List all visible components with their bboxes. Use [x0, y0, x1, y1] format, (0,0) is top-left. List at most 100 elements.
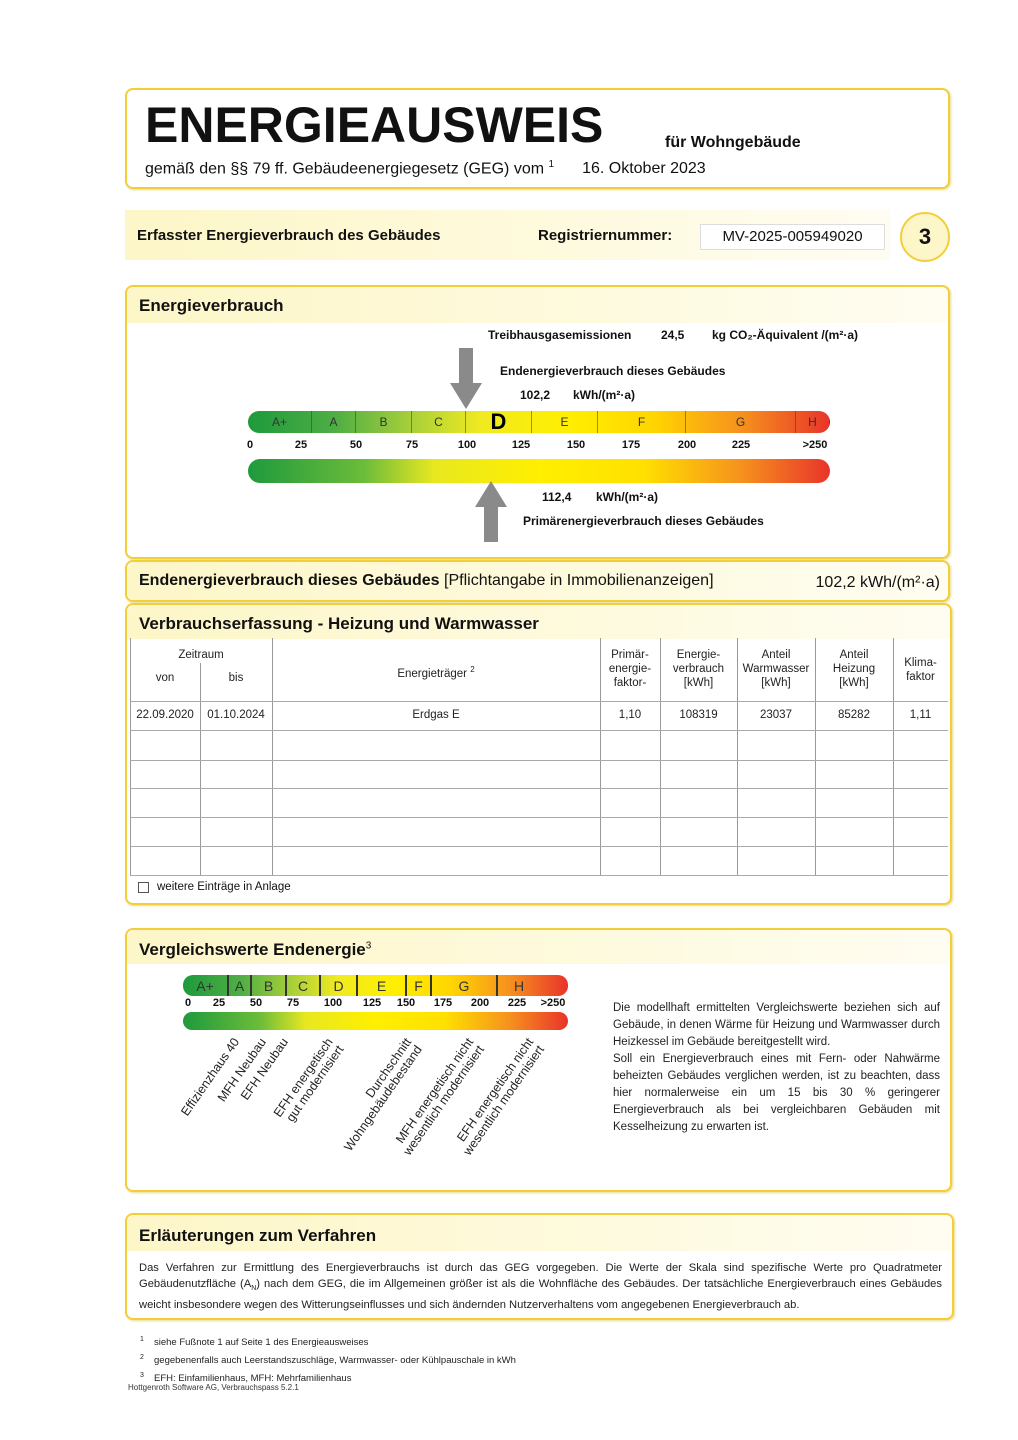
document-subtitle: für Wohngebäude — [665, 134, 801, 151]
energy-class-scale: A+ A B C D E F G H — [248, 411, 830, 433]
footnote: 2 gegebenenfalls auch Leerstandszuschläge… — [140, 1350, 516, 1368]
more-entries-checkbox[interactable] — [138, 882, 149, 893]
comparison-class-G: G — [432, 975, 498, 996]
explanation-text: Das Verfahren zur Ermittlung des Energie… — [139, 1260, 942, 1313]
table-cell: 108319 — [679, 709, 718, 721]
header-energietraeger: Energieträger 2 — [272, 663, 600, 681]
comparison-tick: 50 — [249, 997, 263, 1009]
comparison-class-A: A — [229, 975, 252, 996]
scale-tick: 125 — [511, 439, 531, 451]
energy-class-A+: A+ — [248, 411, 312, 433]
header-klimafaktor: Klima- faktor — [904, 657, 937, 683]
table-row-divider — [130, 875, 948, 876]
law-date: 16. Oktober 2023 — [582, 160, 706, 178]
table-row-divider — [130, 846, 948, 847]
scale-tick: 100 — [457, 439, 477, 451]
table-column-divider — [815, 638, 816, 875]
table-column-divider — [130, 638, 131, 875]
panel-header — [127, 605, 950, 639]
energy-class-F: F — [598, 411, 686, 433]
footnote-number: 1 — [140, 1336, 144, 1343]
table-cell: 1,11 — [909, 709, 932, 721]
header-warmwasser: Anteil Warmwasser [kWh] — [742, 649, 810, 689]
header-bis: bis — [228, 672, 244, 684]
energy-class-C: C — [412, 411, 466, 433]
ghg-label: Treibhausgasemissionen — [488, 328, 632, 342]
table-column-divider — [660, 638, 661, 875]
comparison-tick: 25 — [212, 997, 226, 1009]
comparison-scale-ticks: 0 25 50 75 100 125 150 175 200 225 >250 — [0, 997, 1018, 1011]
comparison-class-B: B — [252, 975, 287, 996]
panel-header — [127, 287, 948, 323]
primary-energy-arrow-icon — [484, 506, 498, 542]
footnote-text: siehe Fußnote 1 auf Seite 1 des Energiea… — [154, 1337, 369, 1349]
table-row-divider — [130, 730, 948, 731]
table-column-divider — [893, 638, 894, 875]
ghg-unit: kg CO₂-Äquivalent /(m²·a) — [712, 328, 859, 342]
page-number-badge: 3 — [900, 212, 950, 262]
scale-tick: 225 — [731, 439, 751, 451]
strip-label: Endenergieverbrauch dieses Gebäudes — [139, 572, 440, 589]
header-zeitraum: Zeitraum — [178, 649, 224, 661]
end-energy-arrowhead-icon — [450, 383, 482, 409]
law-reference: gemäß den §§ 79 ff. Gebäudeenergiegesetz… — [145, 159, 706, 178]
end-energy-strip-label: Endenergieverbrauch dieses Gebäudes [Pfl… — [139, 572, 714, 590]
table-cell: 85282 — [838, 709, 870, 721]
explanation-text-a: Das Verfahren zur Ermittlung des Energie… — [139, 1262, 942, 1290]
energy-class-E: E — [532, 411, 598, 433]
panel-header — [127, 1215, 952, 1251]
panel-title: Erläuterungen zum Verfahren — [139, 1226, 377, 1245]
panel-title: Energieverbrauch — [139, 296, 284, 315]
header-verbrauch: Energie- verbrauch [kWh] — [672, 649, 725, 689]
header-energietraeger-text: Energieträger — [397, 667, 468, 680]
panel-title-text: Vergleichswerte Endenergie — [139, 940, 366, 959]
comparison-panel: Vergleichswerte Endenergie3 — [125, 928, 952, 1192]
comparison-tick: 75 — [286, 997, 300, 1009]
comparison-class-F: F — [407, 975, 432, 996]
section-label: Erfasster Energieverbrauch des Gebäudes — [137, 227, 441, 244]
software-credit: Hottgenroth Software AG, Verbrauchspass … — [128, 1383, 299, 1392]
ghg-value: 24,5 — [661, 328, 685, 342]
footnote-text: EFH: Einfamilienhaus, MFH: Mehrfamilienh… — [154, 1373, 352, 1385]
section-bar: Erfasster Energieverbrauch des Gebäudes … — [125, 210, 890, 260]
comparison-gradient — [183, 1012, 568, 1030]
footnote-ref: 1 — [548, 159, 555, 170]
table-row-divider — [130, 701, 948, 702]
energy-class-B: B — [356, 411, 412, 433]
energy-class-A: A — [312, 411, 356, 433]
table-column-divider — [600, 638, 601, 875]
explanation-text-b: ) nach dem GEG, die im Allgemeinen größe… — [139, 1278, 942, 1312]
header-heizung: Anteil Heizung [kWh] — [832, 649, 876, 689]
panel-title: Verbrauchserfassung - Heizung und Warmwa… — [139, 614, 539, 633]
table-row-divider — [130, 788, 948, 789]
primary-energy-value: 112,4 — [542, 490, 572, 504]
energy-scale-ticks: 0 25 50 75 100 125 150 175 200 225 >250 — [0, 439, 1018, 453]
footnote-ref: 3 — [365, 940, 372, 952]
table-cell: 23037 — [760, 709, 792, 721]
strip-note: [Pflichtangabe in Immobilienanzeigen] — [444, 572, 714, 589]
comparison-class-D: D — [321, 975, 358, 996]
scale-tick: 200 — [677, 439, 697, 451]
energy-class-D: D — [466, 411, 532, 433]
end-energy-label: Endenergieverbrauch dieses Gebäudes — [500, 364, 726, 378]
table-row-divider — [130, 760, 948, 761]
panel-title: Vergleichswerte Endenergie3 — [139, 940, 371, 960]
header-pef: Primär- energie- faktor- — [608, 649, 652, 689]
table-column-divider — [737, 638, 738, 875]
subscript: N — [251, 1285, 257, 1293]
primary-energy-label: Primärenergieverbrauch dieses Gebäudes — [523, 514, 764, 528]
end-energy-arrow-icon — [459, 348, 473, 384]
table-cell: Erdgas E — [412, 709, 460, 721]
scale-tick: 150 — [566, 439, 586, 451]
comparison-scale: A+ A B C D E F G H — [183, 975, 568, 996]
end-energy-strip-value: 102,2 kWh/(m²·a) — [815, 574, 940, 591]
primary-energy-unit: kWh/(m²·a) — [596, 490, 658, 504]
table-cell: 01.10.2024 — [207, 709, 265, 721]
footnote-text: gegebenenfalls auch Leerstandszuschläge,… — [154, 1355, 516, 1367]
primary-energy-scale — [248, 459, 830, 483]
scale-tick: 25 — [294, 439, 308, 451]
comparison-tick: 175 — [433, 997, 453, 1009]
footnote: 1 siehe Fußnote 1 auf Seite 1 des Energie… — [140, 1332, 516, 1350]
comparison-tick: 225 — [507, 997, 527, 1009]
